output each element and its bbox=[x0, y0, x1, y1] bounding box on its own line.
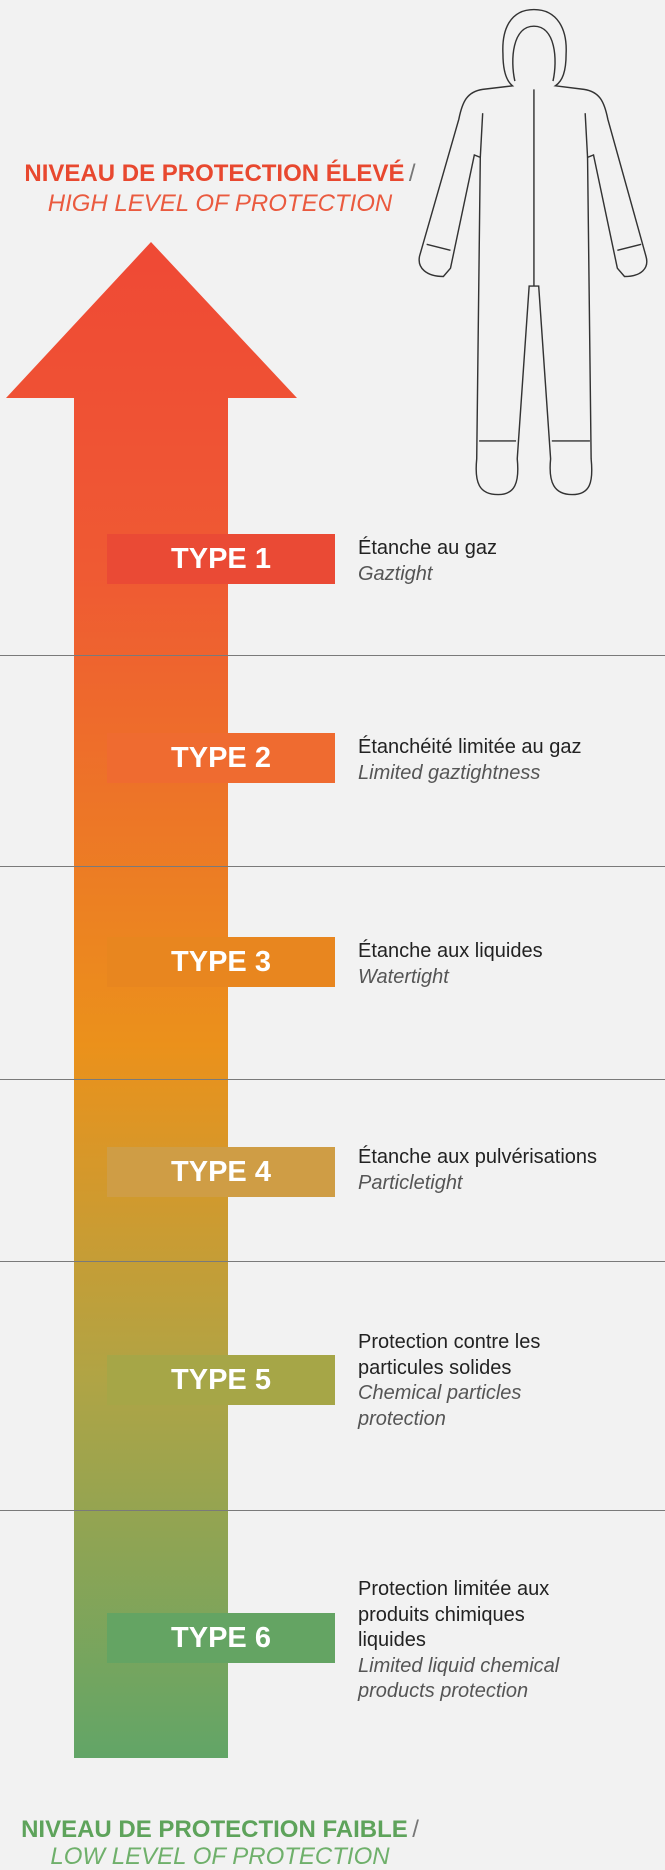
description-en: Gaztight bbox=[358, 562, 497, 588]
description-en: Watertight bbox=[358, 965, 543, 991]
description-fr: Étanche aux pulvérisations bbox=[358, 1145, 597, 1171]
separator bbox=[0, 1261, 665, 1262]
description-fr: Étanche aux liquides bbox=[358, 939, 543, 965]
page: NIVEAU DE PROTECTION ÉLEVÉ / HIGH LEVEL … bbox=[0, 0, 665, 1868]
graphics bbox=[0, 0, 665, 1868]
heading-subtitle: LOW LEVEL OF PROTECTION bbox=[0, 1846, 440, 1868]
description-fr: Protection limitée aux bbox=[358, 1577, 559, 1603]
type-label: TYPE 1 bbox=[107, 534, 335, 584]
description-en: Limited liquid chemical bbox=[358, 1654, 559, 1680]
separator bbox=[0, 866, 665, 867]
description-fr: Protection contre les bbox=[358, 1330, 540, 1356]
separator bbox=[0, 1079, 665, 1080]
description-fr: Étanche au gaz bbox=[358, 536, 497, 562]
heading-title: NIVEAU DE PROTECTION ÉLEVÉ bbox=[24, 160, 404, 187]
heading-subtitle: HIGH LEVEL OF PROTECTION bbox=[0, 190, 440, 217]
description-en: Chemical particles bbox=[358, 1381, 540, 1407]
heading-separator: / bbox=[409, 160, 416, 187]
description-fr: particules solides bbox=[358, 1356, 540, 1382]
heading-title: NIVEAU DE PROTECTION FAIBLE bbox=[21, 1816, 408, 1843]
description-en: Particletight bbox=[358, 1171, 597, 1197]
separator bbox=[0, 655, 665, 656]
description-en: products protection bbox=[358, 1679, 559, 1705]
bottom-heading: NIVEAU DE PROTECTION FAIBLE / LOW LEVEL … bbox=[0, 1816, 440, 1868]
coverall-drawing bbox=[419, 10, 647, 495]
top-heading: NIVEAU DE PROTECTION ÉLEVÉ / HIGH LEVEL … bbox=[0, 160, 440, 217]
type-label: TYPE 4 bbox=[107, 1147, 335, 1197]
type-label: TYPE 5 bbox=[107, 1355, 335, 1405]
description-en: Limited gaztightness bbox=[358, 761, 581, 787]
description-fr: produits chimiques bbox=[358, 1603, 559, 1629]
description-en: protection bbox=[358, 1407, 540, 1433]
arrow bbox=[6, 242, 297, 1758]
type-label: TYPE 6 bbox=[107, 1613, 335, 1663]
type-label: TYPE 2 bbox=[107, 733, 335, 783]
description-fr: liquides bbox=[358, 1628, 559, 1654]
description-fr: Étanchéité limitée au gaz bbox=[358, 735, 581, 761]
separator bbox=[0, 1510, 665, 1511]
type-label: TYPE 3 bbox=[107, 937, 335, 987]
heading-separator: / bbox=[412, 1816, 419, 1843]
